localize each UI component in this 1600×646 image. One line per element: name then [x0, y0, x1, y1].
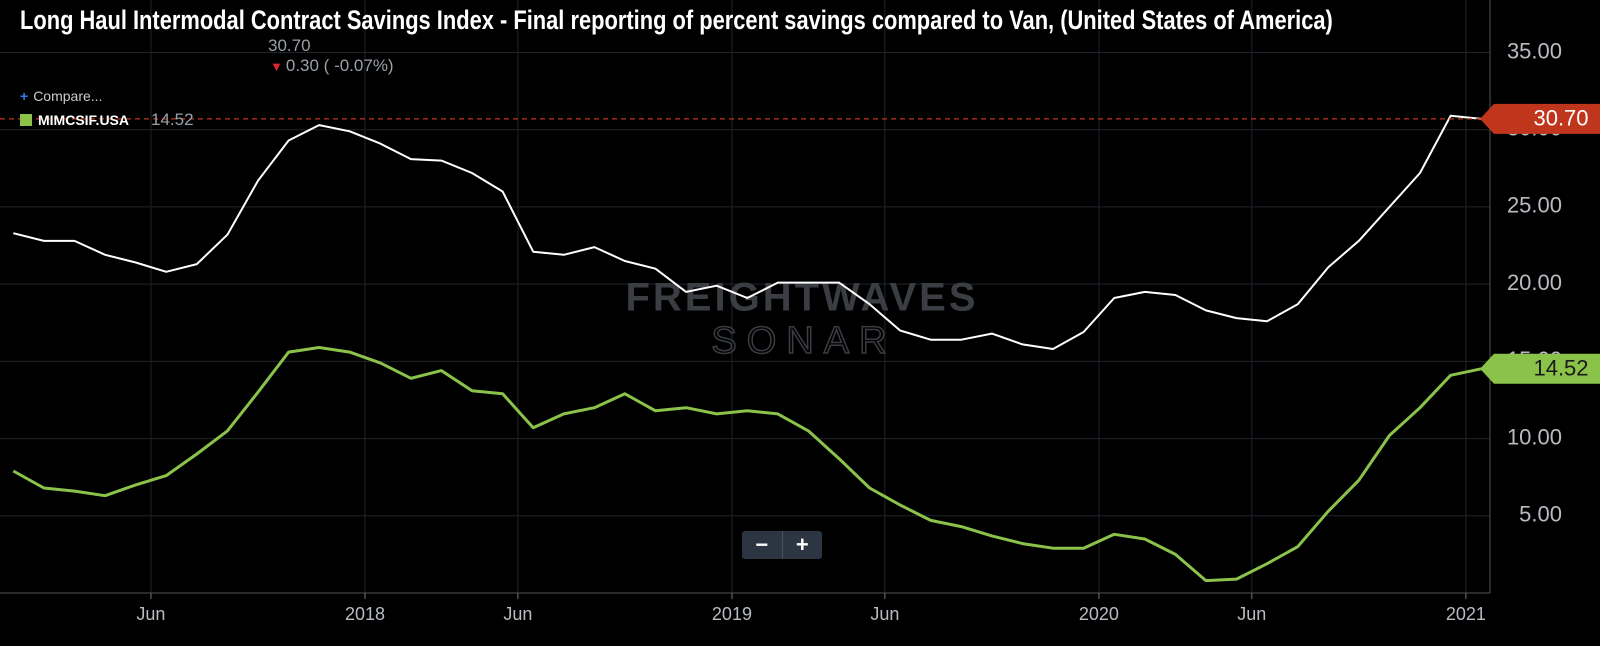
legend-swatch	[20, 114, 32, 126]
x-tick-label: 2020	[1079, 604, 1119, 624]
zoom-in[interactable]: +	[781, 531, 823, 559]
x-tick-label: Jun	[136, 604, 165, 624]
zoom-out[interactable]: −	[755, 532, 769, 557]
y-tick-label: 20.00	[1507, 270, 1562, 295]
value-badge	[1480, 353, 1600, 384]
compare-label[interactable]: Compare...	[33, 88, 103, 104]
x-tick-label: 2018	[345, 604, 385, 624]
series-line	[13, 114, 1482, 350]
value-label: 30.70	[1533, 106, 1588, 131]
y-tick-label: 25.00	[1507, 193, 1562, 218]
series-line	[12, 346, 1482, 583]
value-label: 14.52	[1533, 356, 1588, 381]
compare[interactable]: + Compare...	[20, 88, 103, 104]
x-tick-label: 2019	[712, 604, 752, 624]
y-tick-label: 10.00	[1507, 424, 1562, 449]
value-badge	[1480, 103, 1600, 134]
change: ▼ 0.30 ( -0.07%)	[270, 56, 394, 75]
change-label: 0.30 ( -0.07%)	[285, 56, 394, 75]
y-tick-label: 5.00	[1519, 502, 1562, 527]
watermark: SONAR	[711, 320, 896, 362]
legend-entry: MIMCSIF.USA 14.52	[20, 110, 194, 130]
y-tick-label: 35.00	[1507, 38, 1562, 63]
x-tick-label: Jun	[870, 604, 899, 624]
last-value: 30.70	[268, 36, 311, 55]
legend-value: 14.52	[151, 110, 194, 129]
grid	[0, 0, 1490, 593]
x-tick-label: Jun	[1237, 604, 1266, 624]
x-tick-label: Jun	[503, 604, 532, 624]
legend-label: MIMCSIF.USA	[38, 112, 129, 128]
zoom-controls: − +	[742, 531, 822, 559]
x-tick-label: 2021	[1446, 604, 1486, 624]
chart-title: Long Haul Intermodal Contract Savings In…	[20, 5, 1333, 35]
